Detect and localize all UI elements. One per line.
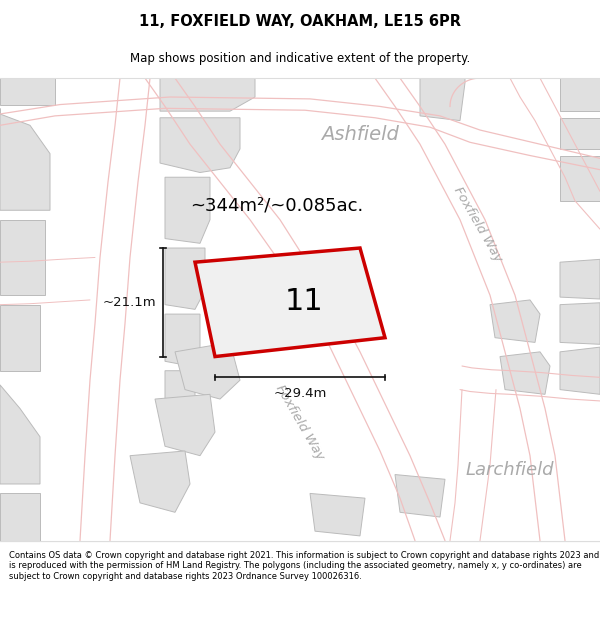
Polygon shape <box>130 451 190 512</box>
Polygon shape <box>0 108 50 210</box>
Text: ~21.1m: ~21.1m <box>103 296 156 309</box>
Text: Ashfield: Ashfield <box>321 125 399 144</box>
Polygon shape <box>155 394 215 456</box>
Polygon shape <box>0 78 55 104</box>
Polygon shape <box>0 220 45 295</box>
Polygon shape <box>0 385 40 484</box>
Polygon shape <box>420 78 465 121</box>
Text: Larchfield: Larchfield <box>466 461 554 479</box>
Text: Contains OS data © Crown copyright and database right 2021. This information is : Contains OS data © Crown copyright and d… <box>9 551 599 581</box>
Text: Map shows position and indicative extent of the property.: Map shows position and indicative extent… <box>130 52 470 65</box>
Polygon shape <box>560 259 600 299</box>
Polygon shape <box>560 302 600 344</box>
Polygon shape <box>560 118 600 149</box>
Polygon shape <box>160 118 240 172</box>
Polygon shape <box>560 156 600 201</box>
Polygon shape <box>165 314 200 366</box>
Text: Foxfield Way: Foxfield Way <box>451 184 505 264</box>
Polygon shape <box>165 248 205 309</box>
Text: ~29.4m: ~29.4m <box>274 387 326 400</box>
Text: Foxfield Way: Foxfield Way <box>273 382 327 462</box>
Text: 11: 11 <box>284 287 323 316</box>
Polygon shape <box>500 352 550 394</box>
Polygon shape <box>160 78 255 111</box>
Polygon shape <box>175 342 240 399</box>
Text: 11, FOXFIELD WAY, OAKHAM, LE15 6PR: 11, FOXFIELD WAY, OAKHAM, LE15 6PR <box>139 14 461 29</box>
Polygon shape <box>165 371 195 423</box>
Polygon shape <box>310 493 365 536</box>
Polygon shape <box>560 78 600 111</box>
Text: ~344m²/~0.085ac.: ~344m²/~0.085ac. <box>190 196 363 214</box>
Polygon shape <box>0 493 40 541</box>
Polygon shape <box>395 474 445 517</box>
Polygon shape <box>560 347 600 394</box>
Polygon shape <box>0 304 40 371</box>
Polygon shape <box>195 248 385 357</box>
Polygon shape <box>165 177 210 243</box>
Polygon shape <box>490 300 540 343</box>
